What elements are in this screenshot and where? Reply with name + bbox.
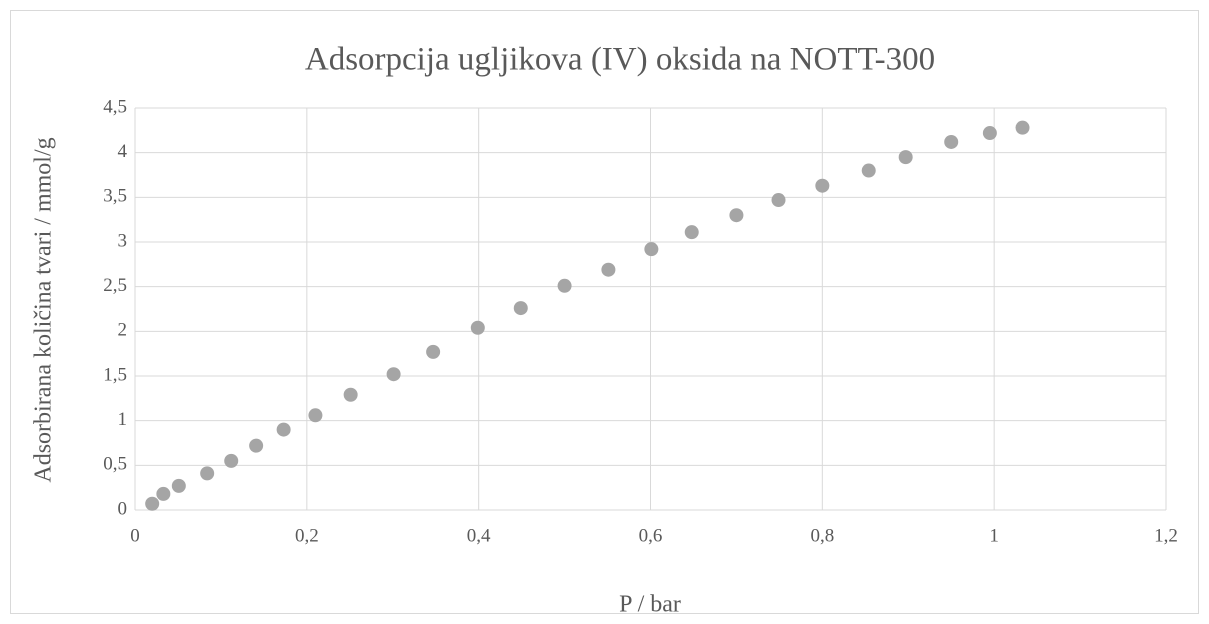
point — [470, 320, 485, 335]
y-tick-label: 2 — [118, 320, 128, 341]
y-tick-label: 4,5 — [103, 96, 127, 117]
x-tick-label: 1,2 — [1154, 525, 1178, 546]
point — [898, 150, 913, 165]
y-tick-label: 4 — [118, 141, 128, 162]
point — [815, 178, 830, 193]
y-axis-title: Adsorbirana količina tvari / mmol/g — [31, 137, 57, 482]
chart-border — [10, 10, 1199, 614]
point — [145, 496, 160, 511]
x-tick-label: 0 — [130, 525, 140, 546]
point — [944, 134, 959, 149]
y-tick-label: 1,5 — [103, 364, 127, 385]
point — [386, 367, 401, 382]
point — [982, 126, 997, 141]
point — [224, 453, 239, 468]
point — [343, 387, 358, 402]
x-tick-label: 0,8 — [810, 525, 834, 546]
point — [771, 193, 786, 208]
point — [1015, 120, 1030, 135]
point — [171, 478, 186, 493]
chart-title: Adsorpcija ugljikova (IV) oksida na NOTT… — [305, 42, 935, 78]
point — [426, 344, 441, 359]
y-tick-label: 0,5 — [103, 454, 127, 475]
x-tick-label: 0,4 — [467, 525, 491, 546]
y-tick-label: 3 — [118, 230, 128, 251]
point — [644, 242, 659, 257]
point — [729, 208, 744, 223]
point — [601, 262, 616, 277]
point — [684, 225, 699, 240]
y-tick-label: 3,5 — [103, 186, 127, 207]
point — [156, 486, 171, 501]
y-tick-label: 0 — [118, 498, 128, 519]
point — [557, 278, 572, 293]
y-tick-label: 1 — [118, 409, 128, 430]
x-tick-label: 0,6 — [639, 525, 663, 546]
point — [249, 438, 264, 453]
x-tick-label: 0,2 — [295, 525, 319, 546]
point — [513, 301, 528, 316]
x-tick-label: 1 — [989, 525, 999, 546]
point — [861, 163, 876, 178]
point — [308, 408, 323, 423]
x-axis-title: P / bar — [619, 592, 681, 618]
point — [276, 422, 291, 437]
point — [200, 466, 215, 481]
y-tick-label: 2,5 — [103, 275, 127, 296]
